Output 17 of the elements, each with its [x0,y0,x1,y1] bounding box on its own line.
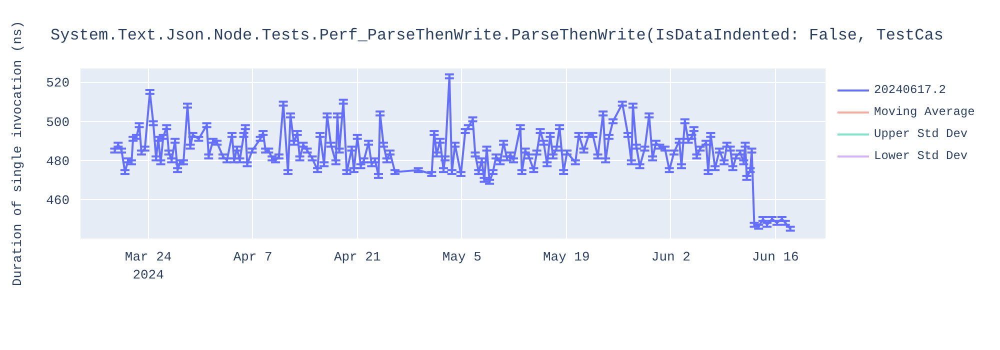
x-tick-label: Mar 24 2024 [124,250,172,282]
legend-label: 20240617.2 [874,83,946,97]
x-tick-label: Apr 21 [334,250,381,264]
legend-label: Upper Std Dev [874,127,968,141]
x-tick-label: Jun 16 [752,250,799,264]
x-tick-label: Apr 7 [233,250,272,264]
legend-label: Moving Average [874,105,975,119]
x-tick-label: May 19 [542,250,590,264]
y-tick-label: 500 [46,114,70,130]
x-tick-label: Jun 2 [651,250,690,264]
y-tick-label: 480 [46,154,70,169]
y-axis-title: Duration of single invocation (ns) [10,20,26,286]
legend-label: Lower Std Dev [874,149,968,163]
y-tick-label: 460 [46,192,70,208]
x-tick-label: May 5 [442,250,482,264]
y-tick-label: 520 [46,76,70,91]
chart-title: System.Text.Json.Node.Tests.Perf_ParseThenWrite.ParseThenWrite(IsDataIndented: False, TestCas [50,26,944,44]
